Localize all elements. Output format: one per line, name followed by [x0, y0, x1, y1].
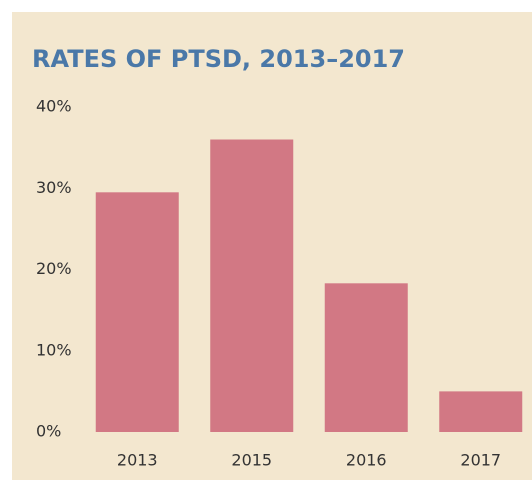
bar	[324, 283, 408, 432]
x-tick-label: 2016	[346, 451, 387, 470]
y-tick-label: 0%	[36, 422, 61, 441]
x-tick-label: 2013	[117, 451, 158, 470]
y-tick-label: 40%	[36, 97, 72, 116]
bar	[95, 192, 179, 432]
bar	[210, 139, 294, 432]
y-tick-label: 30%	[36, 178, 72, 197]
bar	[439, 391, 523, 432]
y-tick-label: 10%	[36, 340, 72, 359]
y-tick-label: 20%	[36, 259, 72, 278]
x-tick-label: 2015	[231, 451, 272, 470]
x-tick-label: 2017	[460, 451, 501, 470]
chart-title: RATES OF PTSD, 2013–2017	[32, 45, 405, 73]
